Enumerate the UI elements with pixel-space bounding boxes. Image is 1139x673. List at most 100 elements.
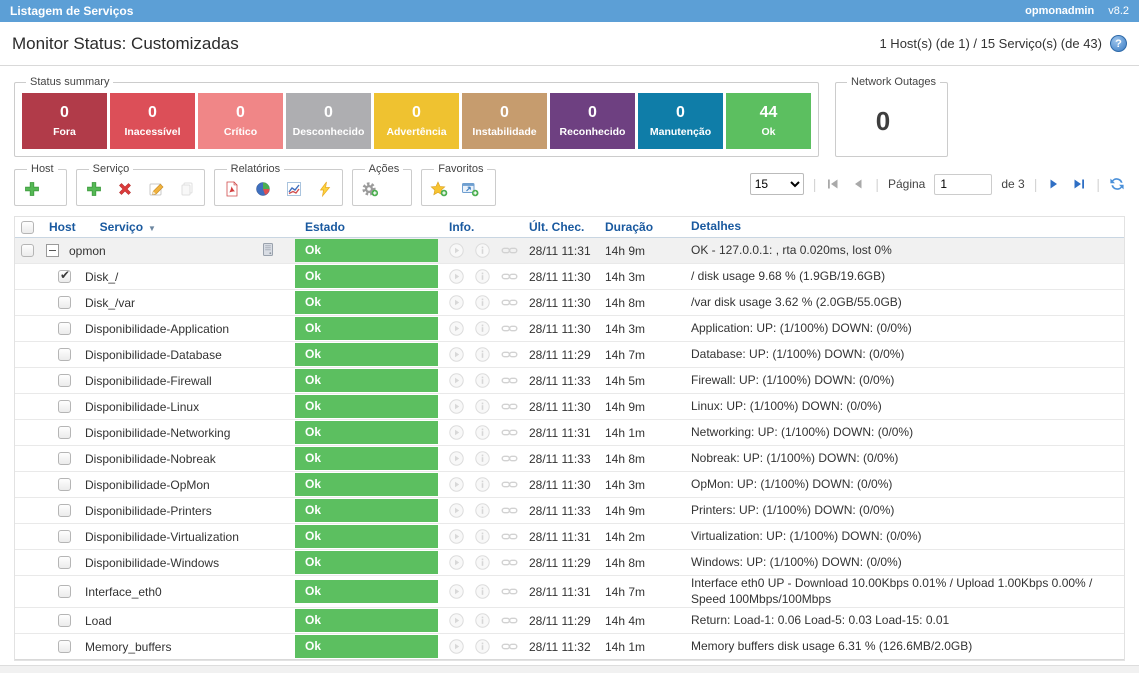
service-checkbox[interactable] [58, 614, 71, 627]
status-play-icon[interactable] [449, 451, 464, 466]
status-link-icon[interactable] [501, 503, 518, 518]
network-outages-box[interactable]: 0 [843, 93, 923, 149]
service-name[interactable]: Disponibilidade-Database [85, 348, 222, 362]
add-favorite-icon[interactable] [430, 180, 448, 198]
col-detalhes[interactable]: Detalhes [691, 219, 1124, 235]
pie-chart-report-icon[interactable] [254, 180, 272, 198]
status-link-icon[interactable] [501, 243, 518, 258]
status-info-icon[interactable] [475, 243, 490, 258]
service-checkbox[interactable] [58, 374, 71, 387]
status-box-fora[interactable]: 0Fora [22, 93, 107, 149]
service-name[interactable]: Disponibilidade-Firewall [85, 374, 212, 388]
prev-page-button[interactable] [850, 176, 866, 192]
status-info-icon[interactable] [475, 399, 490, 414]
next-page-button[interactable] [1046, 176, 1062, 192]
status-play-icon[interactable] [449, 425, 464, 440]
service-checkbox[interactable] [58, 426, 71, 439]
status-play-icon[interactable] [449, 613, 464, 628]
status-link-icon[interactable] [501, 373, 518, 388]
service-name[interactable]: Disponibilidade-Virtualization [85, 530, 239, 544]
select-all-checkbox[interactable] [21, 221, 34, 234]
refresh-icon[interactable] [1109, 176, 1125, 192]
help-icon[interactable]: ? [1110, 35, 1127, 52]
status-play-icon[interactable] [449, 399, 464, 414]
service-checkbox[interactable] [58, 348, 71, 361]
service-name[interactable]: Disponibilidade-Nobreak [85, 452, 216, 466]
col-duracao[interactable]: Duração [605, 220, 691, 234]
status-info-icon[interactable] [475, 613, 490, 628]
status-link-icon[interactable] [501, 295, 518, 310]
status-info-icon[interactable] [475, 451, 490, 466]
service-name[interactable]: Disponibilidade-Networking [85, 426, 230, 440]
service-name[interactable]: Disk_/ [85, 270, 118, 284]
status-box-ok[interactable]: 44Ok [726, 93, 811, 149]
status-info-icon[interactable] [475, 269, 490, 284]
status-link-icon[interactable] [501, 613, 518, 628]
service-name[interactable]: Disk_/var [85, 296, 135, 310]
service-checkbox[interactable] [58, 322, 71, 335]
status-info-icon[interactable] [475, 555, 490, 570]
service-checkbox[interactable] [58, 504, 71, 517]
status-box-reconhecido[interactable]: 0Reconhecido [550, 93, 635, 149]
copy-service-icon[interactable] [178, 180, 196, 198]
add-service-icon[interactable] [85, 180, 103, 198]
status-play-icon[interactable] [449, 503, 464, 518]
pdf-report-icon[interactable] [223, 180, 241, 198]
status-info-icon[interactable] [475, 295, 490, 310]
status-link-icon[interactable] [501, 347, 518, 362]
add-host-icon[interactable] [23, 180, 41, 198]
status-info-icon[interactable] [475, 425, 490, 440]
status-link-icon[interactable] [501, 269, 518, 284]
status-info-icon[interactable] [475, 503, 490, 518]
status-box-desconhecido[interactable]: 0Desconhecido [286, 93, 371, 149]
col-ult-chec[interactable]: Últ. Chec. [529, 220, 605, 234]
status-link-icon[interactable] [501, 529, 518, 544]
status-play-icon[interactable] [449, 269, 464, 284]
service-checkbox[interactable] [58, 452, 71, 465]
edit-service-icon[interactable] [147, 180, 165, 198]
service-name[interactable]: Disponibilidade-Windows [85, 556, 219, 570]
status-play-icon[interactable] [449, 347, 464, 362]
service-name[interactable]: Memory_buffers [85, 640, 171, 654]
service-checkbox[interactable] [58, 530, 71, 543]
status-play-icon[interactable] [449, 639, 464, 654]
host-checkbox[interactable] [21, 244, 34, 257]
status-link-icon[interactable] [501, 584, 518, 599]
status-link-icon[interactable] [501, 477, 518, 492]
page-number-input[interactable] [934, 174, 992, 195]
service-checkbox[interactable] [58, 270, 71, 283]
status-box-instabilidade[interactable]: 0Instabilidade [462, 93, 547, 149]
status-box-advertencia[interactable]: 0Advertência [374, 93, 459, 149]
status-box-inacessivel[interactable]: 0Inacessível [110, 93, 195, 149]
service-checkbox[interactable] [58, 296, 71, 309]
collapse-host-icon[interactable] [46, 244, 59, 257]
host-name[interactable]: opmon [69, 244, 106, 258]
service-name[interactable]: Disponibilidade-Linux [85, 400, 199, 414]
col-info[interactable]: Info. [441, 220, 529, 234]
status-link-icon[interactable] [501, 639, 518, 654]
status-info-icon[interactable] [475, 529, 490, 544]
status-info-icon[interactable] [475, 639, 490, 654]
service-checkbox[interactable] [58, 556, 71, 569]
status-play-icon[interactable] [449, 555, 464, 570]
service-checkbox[interactable] [58, 585, 71, 598]
service-name[interactable]: Disponibilidade-Printers [85, 504, 212, 518]
status-box-manutencao[interactable]: 0Manutenção [638, 93, 723, 149]
user-menu[interactable]: opmonadmin [1025, 5, 1094, 17]
service-checkbox[interactable] [58, 640, 71, 653]
status-link-icon[interactable] [501, 451, 518, 466]
status-play-icon[interactable] [449, 321, 464, 336]
last-page-button[interactable] [1071, 176, 1087, 192]
status-play-icon[interactable] [449, 243, 464, 258]
page-size-select[interactable]: 15 [750, 173, 804, 195]
actions-gear-icon[interactable] [361, 180, 379, 198]
line-chart-report-icon[interactable] [285, 180, 303, 198]
status-play-icon[interactable] [449, 529, 464, 544]
status-info-icon[interactable] [475, 321, 490, 336]
service-checkbox[interactable] [58, 400, 71, 413]
status-play-icon[interactable] [449, 584, 464, 599]
add-shortcut-icon[interactable] [461, 180, 479, 198]
service-name[interactable]: Load [85, 614, 112, 628]
col-servico[interactable]: Serviço▼ [100, 220, 156, 234]
first-page-button[interactable] [825, 176, 841, 192]
